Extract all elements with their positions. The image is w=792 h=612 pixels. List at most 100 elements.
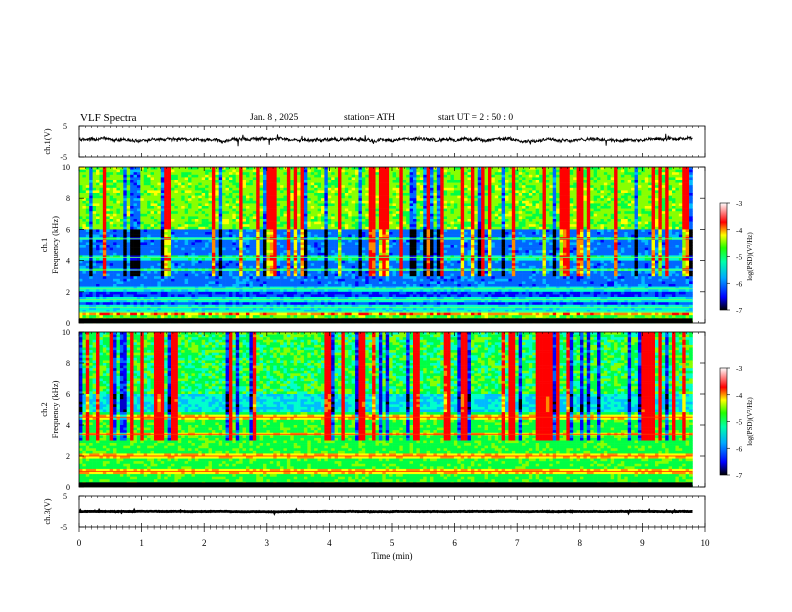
ch1-spectrogram-cell	[109, 302, 114, 306]
ch1-spectrogram-cell	[341, 252, 346, 256]
ch1-spectrogram-cell	[82, 198, 87, 202]
ch1-spectrogram-cell	[119, 252, 124, 256]
ch1-spectrogram-cell	[119, 219, 124, 222]
ch1-spectrogram-cell	[85, 187, 90, 191]
ch1-spectrogram-cell	[160, 185, 165, 189]
ch1-spectrogram-cell	[218, 291, 223, 295]
ch1-spectrogram-cell	[96, 239, 100, 243]
ch1-spectrogram-cell	[307, 182, 312, 186]
ch1-spectrogram-cell	[184, 263, 189, 267]
ch1-spectrogram-cell	[167, 297, 172, 300]
ch1-spectrogram-cell	[273, 198, 277, 202]
ch1-spectrogram-cell	[232, 310, 237, 313]
ch1-spectrogram-cell	[123, 219, 128, 222]
ch1-spectrogram-cell	[130, 247, 134, 251]
ch1-spectrogram-cell	[310, 219, 315, 222]
ch1-spectrogram-cell	[331, 213, 335, 217]
ch1-spectrogram-cell	[133, 247, 138, 251]
ch1-spectrogram-cell	[324, 239, 329, 243]
ch1-spectrogram-cell	[167, 271, 172, 274]
ch1-spectrogram-cell	[113, 198, 117, 202]
ch1-spectrogram-cell	[317, 216, 322, 220]
ch1-spectrogram-cell	[239, 250, 243, 254]
ch1-spectrogram-cell	[300, 271, 305, 274]
ch1-spectrogram-cell	[280, 221, 284, 225]
ch1-spectrogram-cell	[211, 177, 216, 181]
ch1-spectrogram-cell	[82, 193, 87, 196]
ch1-spectrogram-cell	[106, 193, 110, 196]
ch1-spectrogram-cell	[249, 265, 254, 269]
ch1-spectrogram-cell	[133, 187, 138, 191]
ch1-spectrogram-cell	[286, 216, 291, 220]
ch1-spectrogram-cell	[130, 284, 134, 287]
ch1-spectrogram-cell	[92, 239, 97, 243]
ch1-spectrogram-cell	[344, 180, 349, 183]
ch1-spectrogram-cell	[215, 177, 220, 181]
ch1-spectrogram-cell	[317, 187, 322, 191]
ch1-spectrogram-cell	[242, 190, 247, 194]
ch1-spectrogram-cell	[300, 284, 305, 287]
ch1-spectrogram-cell	[136, 245, 141, 248]
ch1-spectrogram-cell	[327, 193, 332, 196]
ch1-spectrogram-cell	[89, 219, 93, 222]
ch1-spectrogram-cell	[310, 250, 315, 254]
ch1-spectrogram-cell	[191, 174, 196, 178]
ch1-spectrogram-cell	[273, 167, 277, 170]
ch1-spectrogram-cell	[164, 276, 168, 280]
ch1-spectrogram-cell	[256, 167, 260, 170]
ch1-spectrogram-cell	[136, 229, 141, 233]
ch1-spectrogram-cell	[300, 232, 305, 235]
ch1-spectrogram-cell	[102, 284, 107, 287]
ch1-spectrogram-cell	[126, 200, 131, 204]
ch1-spectrogram-cell	[239, 278, 243, 282]
ch1-spectrogram-cell	[133, 211, 138, 215]
ch1-spectrogram-cell	[242, 221, 247, 225]
ch1-spectrogram-cell	[280, 187, 284, 191]
ch1-spectrogram-cell	[235, 310, 240, 313]
ch1-spectrogram-cell	[276, 278, 281, 282]
ch1-spectrogram-cell	[320, 294, 325, 298]
ch1-spectrogram-cell	[150, 195, 155, 199]
ch1-spectrogram-cell	[348, 219, 352, 222]
ch1-spectrogram-cell	[300, 239, 305, 243]
ch1-spectrogram-cell	[130, 304, 134, 308]
ch1-spectrogram-cell	[205, 294, 209, 298]
ch1-spectrogram-cell	[96, 297, 100, 300]
ch1-spectrogram-cell	[273, 229, 277, 233]
ch1-spectrogram-cell	[99, 185, 104, 189]
ch1-spectrogram-cell	[79, 263, 83, 267]
ch1-spectrogram-cell	[348, 221, 352, 225]
ch1-spectrogram-cell	[215, 234, 220, 238]
ch1-spectrogram-cell	[320, 167, 325, 170]
ch1-spectrogram-cell	[85, 219, 90, 222]
ch1-spectrogram-cell	[171, 216, 175, 220]
ch1-spectrogram-cell	[225, 219, 230, 222]
ch1-spectrogram-cell	[246, 273, 250, 277]
ch1-spectrogram-cell	[157, 284, 162, 287]
ch1-spectrogram-cell	[211, 289, 216, 293]
ch1-spectrogram-cell	[119, 245, 124, 248]
ch1-spectrogram-cell	[82, 172, 87, 176]
ch1-spectrogram-cell	[290, 200, 295, 204]
ch1-spectrogram-cell	[283, 211, 288, 215]
ch1-spectrogram-cell	[140, 276, 145, 280]
ch1-spectrogram-cell	[194, 206, 199, 209]
ch1-spectrogram-cell	[246, 310, 250, 313]
ch1-spectrogram-cell	[310, 273, 315, 277]
ch1-spectrogram-cell	[113, 299, 117, 303]
ch1-spectrogram-cell	[188, 273, 192, 277]
ch1-spectrogram-cell	[157, 315, 162, 319]
ch1-spectrogram-cell	[96, 304, 100, 308]
ch1-spectrogram-cell	[341, 255, 346, 259]
ch1-spectrogram-cell	[153, 232, 158, 235]
ch1-spectrogram-cell	[228, 250, 233, 254]
ch1-spectrogram-cell	[99, 182, 104, 186]
ch1-spectrogram-cell	[239, 286, 243, 290]
ch1-spectrogram-cell	[256, 291, 260, 295]
ch1-spectrogram-cell	[280, 169, 284, 173]
ch1-spectrogram-cell	[290, 206, 295, 209]
ch1-spectrogram-cell	[252, 297, 257, 300]
ch1-spectrogram-cell	[269, 242, 274, 246]
ch1-spectrogram-cell	[174, 219, 179, 222]
ch1-spectrogram-cell	[324, 174, 329, 178]
